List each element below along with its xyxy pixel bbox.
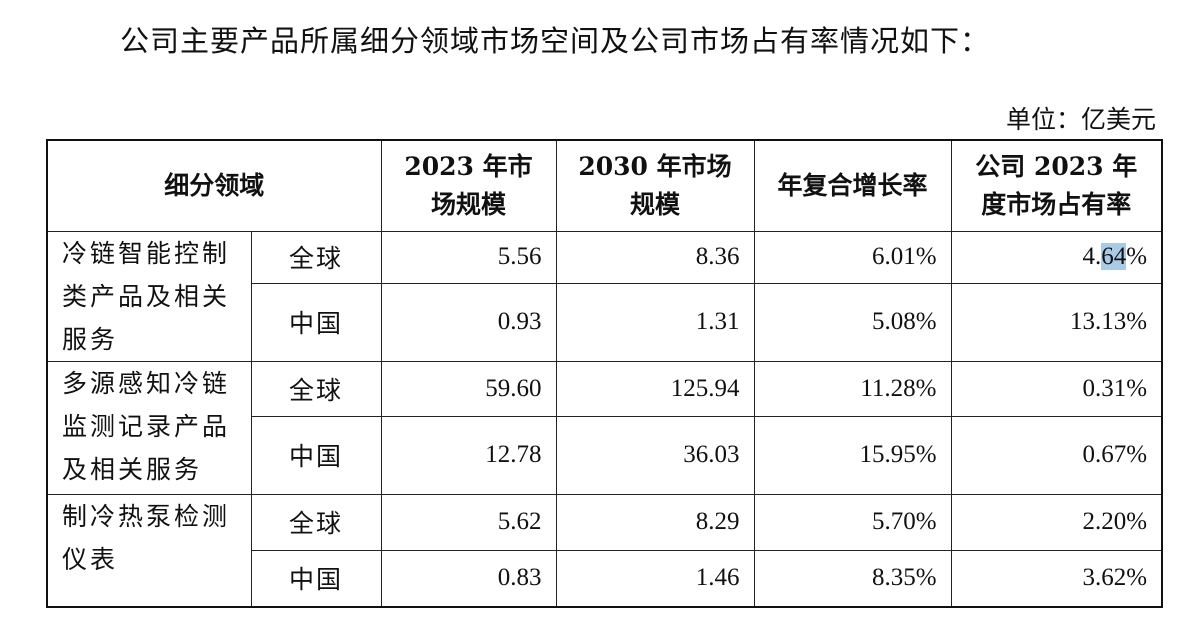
segment-name: 制冷热泵检测仪表 [46,493,252,608]
size-2023-cell: 0.93 [380,282,557,362]
table-row: 中国 12.78 36.03 15.95% 0.67% [47,415,1163,495]
table-row: 中国 0.83 1.46 8.35% 3.62% [47,549,1163,608]
text-selection-highlight[interactable]: 64 [1101,243,1127,270]
size-2023-cell: 59.60 [380,360,557,417]
segment-name: 冷链智能控制类产品及相关服务 [46,230,252,362]
unit-label: 单位：亿美元 [1005,105,1156,134]
share-text-part: % [1126,243,1148,270]
cagr-cell: 11.28% [753,360,952,417]
region-cell: 中国 [250,549,382,608]
segment-name: 多源感知冷链监测记录产品及相关服务 [46,360,252,495]
size-2030-cell: 36.03 [555,415,755,495]
share-cell: 2.20% [950,493,1163,551]
cagr-cell: 5.70% [753,493,952,551]
table-row: 冷链智能控制类产品及相关服务 全球 5.56 8.36 6.01% 4.64% [46,230,1163,362]
size-2030-cell: 125.94 [555,360,755,417]
size-2023-cell: 5.56 [380,230,557,284]
table-row: 制冷热泵检测仪表 全球 5.62 8.29 5.70% 2.20% [46,493,1163,608]
cagr-cell: 15.95% [753,415,952,495]
size-2023-cell: 0.83 [380,549,557,608]
size-2030-cell: 1.46 [555,549,755,608]
cagr-cell: 5.08% [753,282,952,362]
region-cell: 全球 [250,493,382,551]
cagr-cell: 8.35% [753,549,952,608]
header-segment: 细分领域 [46,139,382,232]
share-cell: 0.31% [950,360,1163,417]
table-row: 多源感知冷链监测记录产品及相关服务 全球 59.60 125.94 11.28%… [46,360,1163,495]
share-text-part: 4. [1082,243,1102,270]
region-cell: 全球 [250,230,382,284]
size-2023-cell: 5.62 [380,493,557,551]
region-cell: 中国 [250,415,382,495]
share-cell: 0.67% [950,415,1163,495]
intro-text: 公司主要产品所属细分领域市场空间及公司市场占有率情况如下： [120,24,991,58]
header-share-2023: 公司 2023 年度市场占有率 [950,139,1163,232]
size-2030-cell: 1.31 [555,282,755,362]
header-size-2023: 2023 年市场规模 [380,139,557,232]
header-size-2030: 2030 年市场规模 [555,139,755,232]
size-2030-cell: 8.29 [555,493,755,551]
size-2030-cell: 8.36 [555,230,755,284]
share-cell: 3.62% [950,549,1163,608]
region-cell: 中国 [250,282,382,362]
cagr-cell: 6.01% [753,230,952,284]
header-row: 细分领域 2023 年市场规模 2030 年市场规模 年复合增长率 公司 202… [46,139,1163,232]
share-cell: 13.13% [950,282,1163,362]
header-cagr: 年复合增长率 [753,139,952,232]
share-cell: 4.64% [950,230,1163,284]
size-2023-cell: 12.78 [380,415,557,495]
region-cell: 全球 [250,360,382,417]
market-table: 细分领域 2023 年市场规模 2030 年市场规模 年复合增长率 公司 202… [46,139,1164,608]
